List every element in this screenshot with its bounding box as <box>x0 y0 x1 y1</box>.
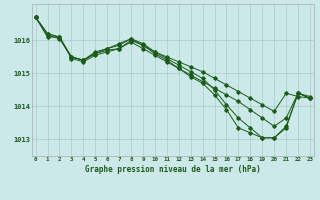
X-axis label: Graphe pression niveau de la mer (hPa): Graphe pression niveau de la mer (hPa) <box>85 165 261 174</box>
